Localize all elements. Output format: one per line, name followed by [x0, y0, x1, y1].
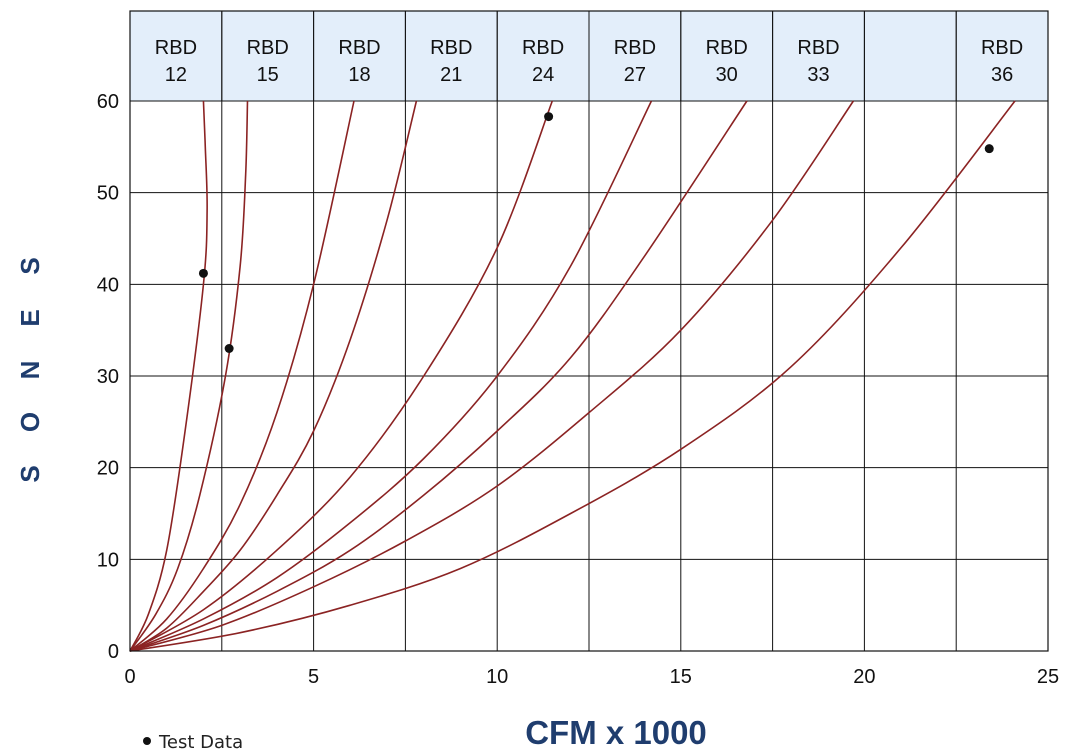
header-label-line2: 36: [991, 64, 1013, 86]
y-tick-labels: 0 10 20 30 40 50 60: [97, 91, 119, 663]
header-label-line1: RBD: [338, 37, 380, 59]
header-label-line2: 18: [348, 64, 370, 86]
y-tick-label: 10: [97, 549, 119, 571]
x-tick-labels: 0 5 10 15 20 25: [124, 666, 1059, 688]
curve-rbd-15: [129, 100, 249, 652]
y-tick-label: 40: [97, 274, 119, 296]
grid: [130, 11, 1048, 651]
curve-rbd-18: [129, 100, 355, 652]
curve-rbd-24: [129, 100, 554, 652]
header-label-line1: RBD: [430, 37, 472, 59]
test-data-point: [984, 144, 994, 154]
x-tick-label: 10: [486, 666, 508, 688]
legend-dot-icon: [143, 737, 151, 745]
y-axis-title-letter: E: [15, 309, 45, 327]
y-tick-label: 50: [97, 183, 119, 205]
header-label-line2: 15: [257, 64, 279, 86]
curve-rbd-21: [129, 100, 418, 652]
y-axis-title: S E N O S: [10, 240, 50, 500]
plot-frame: [129, 10, 1049, 652]
x-tick-label: 25: [1037, 666, 1059, 688]
header-label-line2: 30: [716, 64, 738, 86]
x-tick-label: 20: [853, 666, 875, 688]
y-tick-label: 20: [97, 458, 119, 480]
header-labels: RBD 12 RBD 15 RBD 18 RBD 21 RBD 24 RBD 27 RBD 30 RBD 33…: [155, 37, 1023, 86]
curve-rbd-27: [129, 100, 653, 652]
legend: Test Data: [143, 732, 243, 753]
x-tick-label: 0: [124, 666, 135, 688]
y-axis-title-letter: N: [15, 360, 45, 380]
y-axis-title-letter: O: [15, 411, 45, 433]
header-label-line1: RBD: [155, 37, 197, 59]
curve-rbd-30: [129, 100, 748, 652]
header-label-line2: 27: [624, 64, 646, 86]
y-axis-title-letter: S: [15, 465, 45, 483]
header-label-line2: 21: [440, 64, 462, 86]
y-tick-label: 0: [108, 641, 119, 663]
header-label-line1: RBD: [247, 37, 289, 59]
curve-rbd-36: [129, 100, 1016, 652]
test-data-points: [198, 112, 994, 353]
header-label-line1: RBD: [981, 37, 1023, 59]
test-data-point: [544, 112, 554, 122]
x-tick-label: 15: [670, 666, 692, 688]
legend-label: Test Data: [159, 732, 244, 753]
x-tick-label: 5: [308, 666, 319, 688]
header-label-line1: RBD: [706, 37, 748, 59]
y-axis-title-letter: S: [15, 257, 45, 275]
curve-rbd-12: [129, 100, 208, 652]
y-tick-label: 30: [97, 366, 119, 388]
header-dividers: [221, 11, 957, 101]
test-data-point: [198, 268, 208, 278]
x-axis-title: CFM x 1000: [525, 714, 707, 751]
y-tick-label: 60: [97, 91, 119, 113]
fan-curves: [129, 100, 1016, 652]
test-data-point: [224, 344, 234, 353]
curve-rbd-33: [129, 100, 855, 652]
header-label-line1: RBD: [522, 37, 564, 59]
header-label-line2: 12: [165, 64, 187, 86]
header-label-line1: RBD: [797, 37, 839, 59]
header-label-line1: RBD: [614, 37, 656, 59]
header-label-line2: 33: [807, 64, 829, 86]
header-label-line2: 24: [532, 64, 554, 86]
